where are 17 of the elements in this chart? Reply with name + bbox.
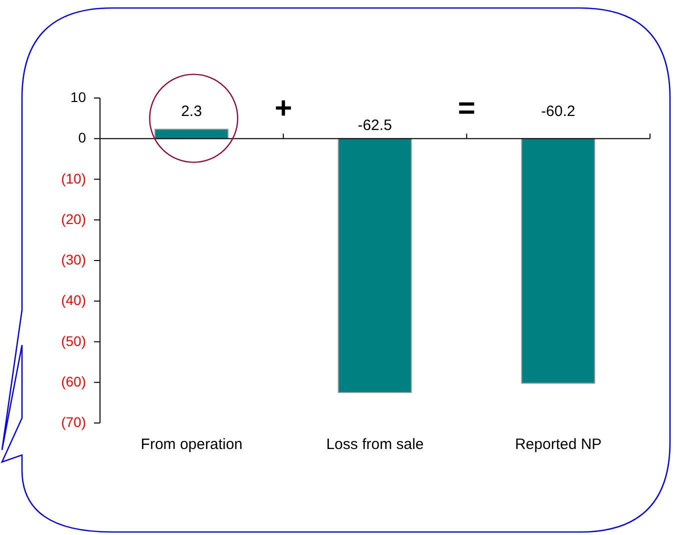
y-tick-label: (20)	[61, 210, 86, 227]
x-tick-label: Loss from sale	[326, 436, 424, 453]
annotation: +	[274, 92, 292, 125]
y-tick-label: (70)	[61, 414, 86, 430]
data-label: -62.5	[358, 117, 392, 134]
data-label: -60.2	[541, 103, 576, 120]
y-tick-label: (60)	[61, 373, 86, 390]
y-tick-label: (40)	[61, 292, 86, 308]
y-tick-label: 10	[70, 89, 86, 105]
annotation: =	[458, 92, 476, 125]
x-tick-label: From operation	[140, 436, 243, 453]
x-tick-label: Reported NP	[514, 436, 602, 453]
y-tick-label: (10)	[61, 170, 86, 186]
data-label: 2.3	[181, 103, 202, 120]
y-tick-label: (50)	[61, 332, 86, 349]
y-tick-label: (30)	[61, 252, 86, 268]
y-tick-label: 0	[78, 130, 86, 146]
